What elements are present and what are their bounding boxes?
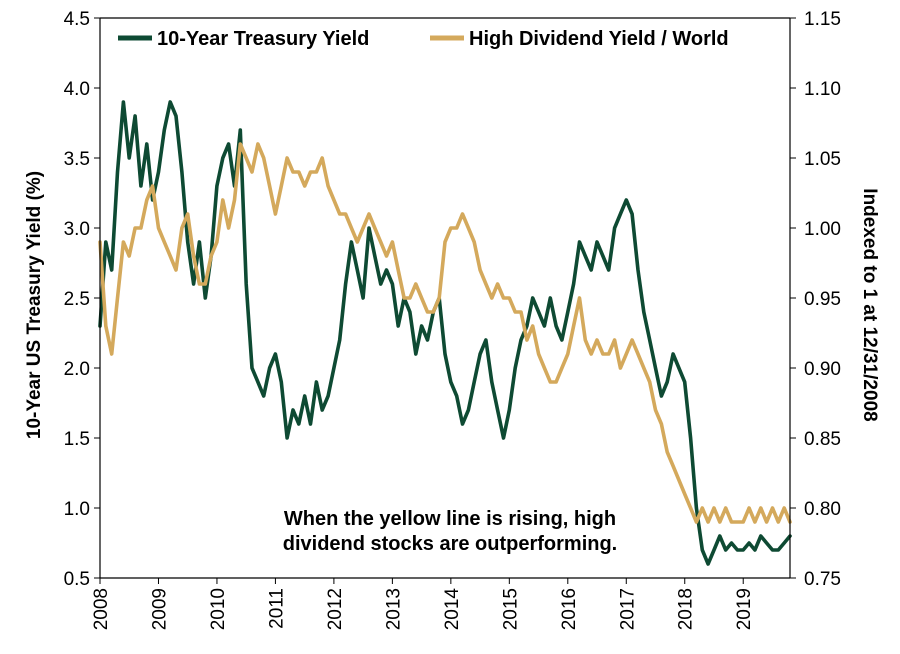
x-tick-label: 2018 xyxy=(676,588,697,630)
x-tick-label: 2009 xyxy=(149,588,170,630)
y-left-tick-label: 3.0 xyxy=(64,219,90,240)
x-tick-label: 2014 xyxy=(442,588,463,631)
y-left-tick-label: 0.5 xyxy=(64,569,90,590)
axes: 0.5 1.0 1.5 2.0 2.5 3.0 3.5 4.0 4.5 0.75 0.80 0.85 0… xyxy=(64,9,841,630)
x-tick-label: 2017 xyxy=(617,588,638,630)
y-right-tick-label: 1.10 xyxy=(804,79,841,100)
y-left-tick-label: 4.5 xyxy=(64,9,90,30)
y-right-tick-label: 1.00 xyxy=(804,219,841,240)
y-left-tick-label: 1.0 xyxy=(64,499,90,520)
y-right-tick-label: 0.80 xyxy=(804,499,841,520)
x-tick-label: 2008 xyxy=(91,588,112,630)
series-line-treasury-yield xyxy=(98,100,792,566)
y-left-tick-label: 1.5 xyxy=(64,429,90,450)
x-tick-label: 2016 xyxy=(559,588,580,630)
x-tick-label: 2013 xyxy=(383,588,404,630)
y-left-tick-label: 2.0 xyxy=(64,359,90,380)
y-right-tick-label: 0.95 xyxy=(804,289,841,310)
x-tick-label: 2010 xyxy=(208,588,229,630)
x-tick-label: 2011 xyxy=(266,588,287,629)
series-layer xyxy=(98,100,792,566)
legend-label-treasury: 10-Year Treasury Yield xyxy=(157,28,369,50)
y-axis-left-title: 10-Year US Treasury Yield (%) xyxy=(24,171,45,439)
y-left-tick-label: 4.0 xyxy=(64,79,90,100)
y-right-tick-label: 0.85 xyxy=(804,429,841,450)
x-tick-label: 2012 xyxy=(325,588,346,630)
y-right-tick-label: 0.90 xyxy=(804,359,841,380)
y-right-tick-label: 1.05 xyxy=(804,149,841,170)
annotation-line-2: dividend stocks are outperforming. xyxy=(283,533,618,555)
x-tick-label: 2019 xyxy=(734,588,755,630)
series-line-high-dividend-world xyxy=(98,142,792,524)
y-right-tick-label: 1.15 xyxy=(804,9,841,30)
y-right-tick-label: 0.75 xyxy=(804,569,841,590)
annotation-line-1: When the yellow line is rising, high xyxy=(284,508,616,530)
legend: 10-Year Treasury Yield High Dividend Yie… xyxy=(118,28,729,50)
y-axis-right-title: Indexed to 1 at 12/31/2008 xyxy=(859,188,880,421)
x-tick-label: 2015 xyxy=(500,588,521,630)
y-left-tick-label: 3.5 xyxy=(64,149,90,170)
legend-label-high-dividend: High Dividend Yield / World xyxy=(469,28,729,50)
y-left-tick-label: 2.5 xyxy=(64,289,90,310)
